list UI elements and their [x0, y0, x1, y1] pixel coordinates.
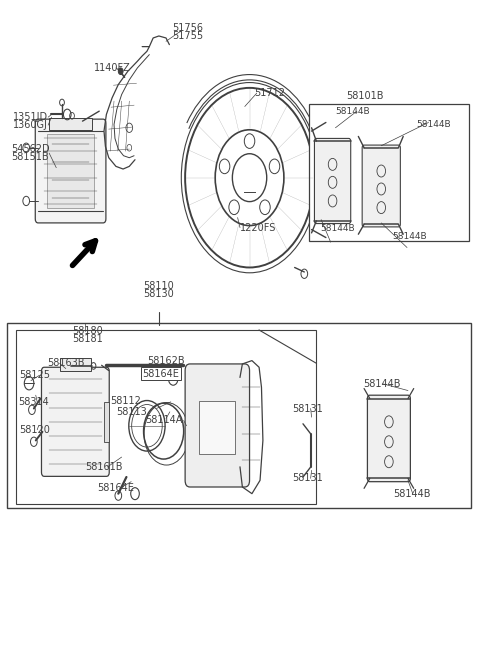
Text: 51755: 51755: [172, 31, 203, 41]
Bar: [47, 134, 95, 208]
Bar: [104, 402, 109, 442]
Bar: [7, 323, 471, 508]
Bar: [16, 330, 316, 504]
Text: 1220FS: 1220FS: [240, 222, 276, 232]
Text: 1351JD: 1351JD: [13, 112, 48, 122]
Text: 51712: 51712: [254, 88, 285, 98]
FancyBboxPatch shape: [314, 138, 351, 224]
Bar: [49, 118, 92, 130]
Text: 58164E: 58164E: [142, 369, 179, 379]
Text: 58151B: 58151B: [11, 152, 48, 162]
Text: 58144B: 58144B: [320, 224, 355, 233]
FancyBboxPatch shape: [362, 145, 400, 227]
Text: 58131: 58131: [292, 403, 323, 413]
Text: 58144B: 58144B: [363, 379, 401, 389]
FancyBboxPatch shape: [367, 395, 410, 482]
Text: 58113: 58113: [116, 407, 147, 417]
FancyBboxPatch shape: [41, 367, 109, 476]
Text: 58112: 58112: [110, 395, 141, 405]
Text: 58144B: 58144B: [394, 489, 431, 498]
Text: 58144B: 58144B: [417, 120, 451, 129]
Text: 58180: 58180: [72, 326, 103, 336]
Bar: [309, 104, 469, 241]
Bar: [60, 358, 91, 371]
Text: 58161B: 58161B: [85, 462, 122, 472]
Text: 51756: 51756: [172, 23, 203, 33]
Text: 54562D: 54562D: [11, 144, 49, 154]
Text: 58120: 58120: [20, 425, 50, 435]
Text: 58130: 58130: [144, 289, 174, 299]
Text: 1360GJ: 1360GJ: [13, 120, 48, 130]
Text: 58125: 58125: [20, 370, 50, 380]
Text: 58110: 58110: [144, 281, 174, 291]
Text: 58144B: 58144B: [393, 232, 427, 240]
FancyBboxPatch shape: [35, 119, 106, 223]
Text: 58131: 58131: [292, 474, 323, 484]
Text: 58101B: 58101B: [346, 91, 384, 101]
Text: 58181: 58181: [72, 333, 103, 343]
Text: 1140FZ: 1140FZ: [95, 63, 131, 73]
FancyBboxPatch shape: [185, 364, 250, 487]
Bar: [199, 401, 235, 454]
Text: 58144B: 58144B: [336, 107, 370, 116]
Text: 58114A: 58114A: [145, 415, 183, 426]
Text: 58163B: 58163B: [47, 358, 84, 368]
Text: 58162B: 58162B: [147, 355, 185, 365]
Circle shape: [118, 68, 123, 75]
Text: 58314: 58314: [18, 397, 49, 407]
Text: 58164E: 58164E: [97, 484, 134, 494]
